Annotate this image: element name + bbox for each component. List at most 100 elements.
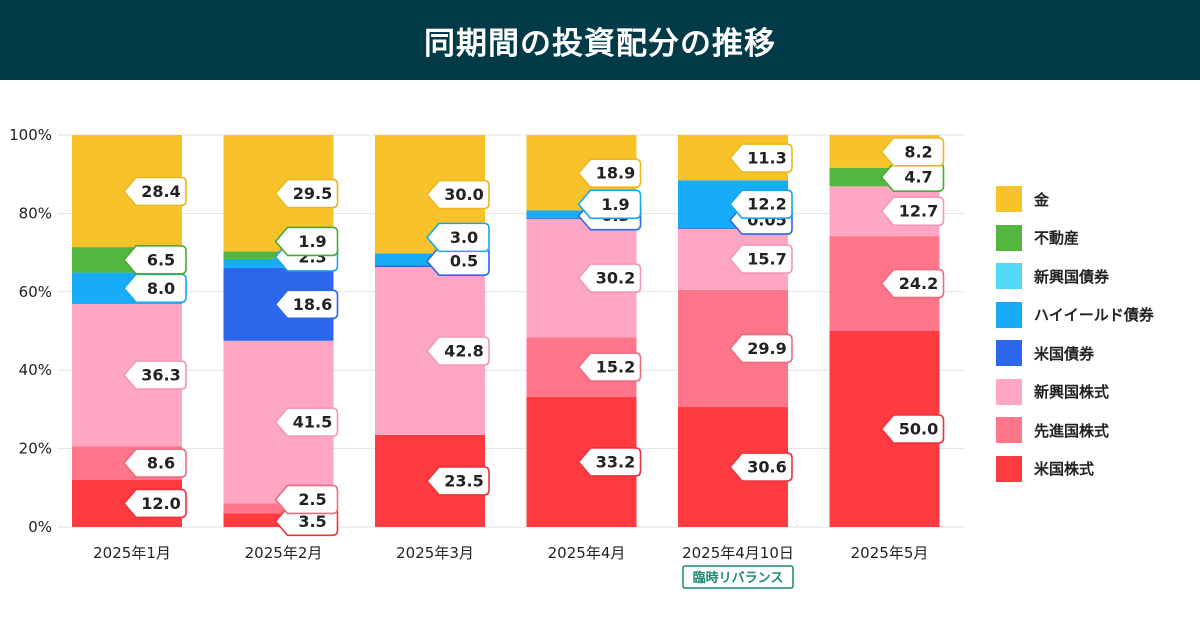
legend-item: ハイイールド債券 xyxy=(996,296,1154,335)
data-label-box xyxy=(425,466,490,496)
data-label: 36.3 xyxy=(122,360,187,390)
legend-item: 新興国債券 xyxy=(996,257,1154,296)
data-label-text: 28.4 xyxy=(141,182,180,201)
legend-item: 新興国株式 xyxy=(996,373,1154,412)
data-label-text: 1.9 xyxy=(601,195,629,214)
rebalance-note: 臨時リバランス xyxy=(682,565,794,589)
data-label-text: 11.3 xyxy=(747,149,786,168)
data-label-box xyxy=(425,179,490,210)
y-tick-label: 40% xyxy=(19,361,52,379)
bar-segment xyxy=(223,258,334,268)
data-label-box xyxy=(577,352,642,382)
legend-swatch xyxy=(996,378,1022,405)
data-label-box xyxy=(728,143,793,173)
data-label-box xyxy=(577,447,642,477)
data-label-text: 8.0 xyxy=(147,279,175,298)
legend-label: 金 xyxy=(1034,190,1050,209)
bar-segment xyxy=(678,228,788,229)
data-label-text: 12.2 xyxy=(747,195,786,214)
x-tick-label: 2025年5月 xyxy=(851,544,929,562)
data-label-box xyxy=(274,484,339,515)
x-tick-label: 2025年3月 xyxy=(396,544,474,562)
data-label-box xyxy=(274,226,339,257)
data-label-text: 15.7 xyxy=(747,250,786,269)
data-label-text: 18.6 xyxy=(293,295,332,314)
data-label-text: 24.2 xyxy=(899,274,938,293)
legend-label: 米国債券 xyxy=(1034,344,1095,363)
legend-swatch xyxy=(996,263,1022,290)
data-label-text: 12.7 xyxy=(899,202,938,221)
data-label: 18.6 xyxy=(274,289,339,320)
data-label: 12.7 xyxy=(880,196,945,227)
data-label: 3.5 xyxy=(274,506,339,537)
data-label-box xyxy=(880,268,945,299)
data-label-text: 12.0 xyxy=(141,494,180,513)
legend-label: 先進国株式 xyxy=(1034,421,1110,440)
data-label-box xyxy=(880,137,945,167)
data-label-box xyxy=(577,189,642,220)
data-label-box xyxy=(728,333,793,364)
legend-item: 先進国株式 xyxy=(996,411,1154,450)
data-label: 18.9 xyxy=(577,158,642,189)
legend-swatch xyxy=(996,340,1022,367)
chart-title: 同期間の投資配分の推移 xyxy=(424,25,776,62)
data-label-text: 8.2 xyxy=(904,142,932,161)
data-label: 30.0 xyxy=(425,179,490,210)
data-label: 15.7 xyxy=(728,244,793,274)
data-label: 30.2 xyxy=(577,263,642,293)
data-label-box xyxy=(425,336,490,366)
x-tick-label: 2025年2月 xyxy=(245,544,323,562)
data-label: 33.2 xyxy=(577,447,642,477)
legend-label: 新興国債券 xyxy=(1034,267,1110,286)
data-label: 4.7 xyxy=(880,162,945,192)
data-label-box xyxy=(728,452,793,482)
data-label-text: 50.0 xyxy=(899,420,938,439)
data-label-text: 6.5 xyxy=(147,250,175,269)
data-label: 2.5 xyxy=(274,484,339,515)
data-label: 29.5 xyxy=(274,178,339,209)
data-label-box xyxy=(880,414,945,444)
x-tick-label: 2025年4月10日 xyxy=(682,544,794,562)
data-label-box xyxy=(122,176,187,207)
data-label-text: 30.6 xyxy=(747,458,786,477)
data-label-text: 42.8 xyxy=(444,341,483,360)
legend-label: ハイイールド債券 xyxy=(1034,306,1154,325)
data-label: 30.6 xyxy=(728,452,793,482)
note-text: 臨時リバランス xyxy=(693,570,784,586)
data-label: 41.5 xyxy=(274,407,339,437)
data-label-text: 41.5 xyxy=(293,413,332,432)
legend-label: 新興国株式 xyxy=(1034,383,1110,402)
data-label-text: 15.2 xyxy=(596,358,635,377)
data-label-text: 2.5 xyxy=(298,490,326,509)
data-label-box xyxy=(425,222,490,253)
legend-item: 金 xyxy=(996,180,1154,219)
data-label: 1.9 xyxy=(274,226,339,257)
legend-swatch xyxy=(996,186,1022,213)
data-label-text: 36.3 xyxy=(141,366,180,385)
data-label: 8.2 xyxy=(880,137,945,167)
data-label-text: 3.0 xyxy=(450,228,478,247)
legend-item: 米国株式 xyxy=(996,450,1154,489)
y-tick-label: 60% xyxy=(19,283,52,301)
data-label-text: 4.7 xyxy=(904,168,932,187)
data-label: 28.4 xyxy=(122,176,187,207)
data-label-text: 29.5 xyxy=(293,184,332,203)
data-label: 8.6 xyxy=(122,448,187,478)
bar-segment xyxy=(223,503,334,514)
data-label-box xyxy=(122,360,187,390)
legend-item: 不動産 xyxy=(996,219,1154,258)
data-label: 8.0 xyxy=(122,273,187,304)
bar-segment xyxy=(375,265,485,268)
data-label-text: 0.5 xyxy=(450,252,478,271)
data-label-box xyxy=(274,289,339,320)
data-label-text: 23.5 xyxy=(444,471,483,490)
data-label-text: 29.9 xyxy=(747,339,786,358)
legend-swatch xyxy=(996,224,1022,251)
data-label: 12.2 xyxy=(728,189,793,219)
data-label: 12.0 xyxy=(122,488,187,519)
y-tick-label: 20% xyxy=(19,440,52,458)
data-label-box xyxy=(728,244,793,274)
data-label: 0.5 xyxy=(425,246,490,276)
data-label-text: 3.5 xyxy=(298,512,326,531)
x-tick-label: 2025年1月 xyxy=(93,544,171,562)
